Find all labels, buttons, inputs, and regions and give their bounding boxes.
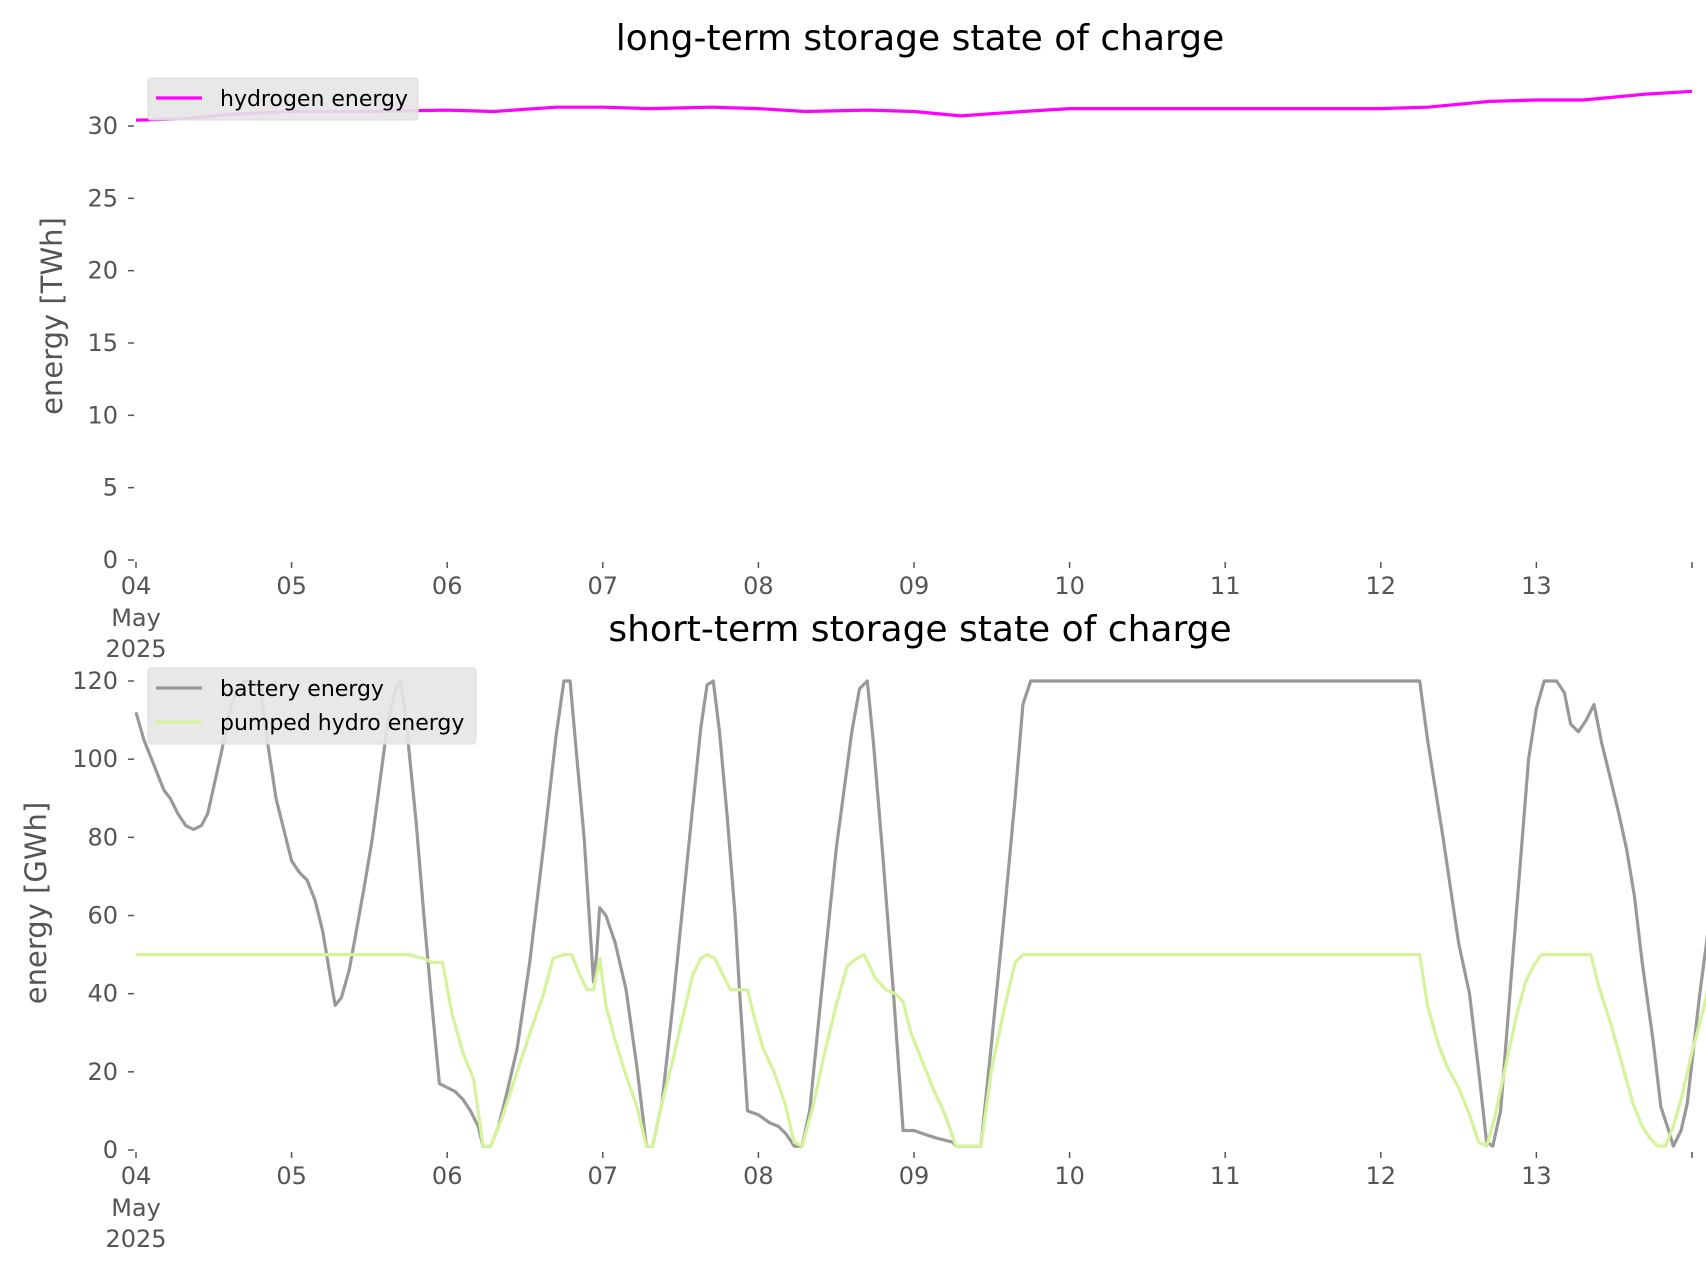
- y-tick-label: 60: [87, 902, 118, 930]
- chart-title: long-term storage state of charge: [616, 18, 1224, 59]
- y-tick-label: 25: [87, 184, 118, 212]
- x-tick-label: 10: [1054, 1162, 1085, 1190]
- x-tick-sublabel: May: [111, 1194, 161, 1222]
- y-tick-label: 80: [87, 823, 118, 851]
- x-tick-label: 11: [1210, 1162, 1241, 1190]
- x-tick-label: 04: [121, 572, 152, 600]
- x-tick-label: 06: [432, 572, 463, 600]
- short-term-storage-panel: short-term storage state of charge energ…: [19, 609, 1706, 1253]
- legend-label: pumped hydro energy: [220, 711, 464, 736]
- x-tick-label: 08: [743, 572, 774, 600]
- x-tick-label: 08: [743, 1162, 774, 1190]
- legend-label: hydrogen energy: [220, 87, 408, 112]
- y-axis-label: energy [TWh]: [35, 217, 69, 415]
- legend: battery energy pumped hydro energy: [147, 667, 477, 745]
- y-tick-label: 100: [72, 745, 118, 773]
- legend: hydrogen energy: [147, 77, 419, 121]
- x-tick-label: 05: [276, 572, 307, 600]
- y-tick-label: 0: [103, 546, 118, 574]
- series-line: [134, 679, 1706, 1148]
- y-tick-label: 20: [87, 1058, 118, 1086]
- long-term-storage-panel: long-term storage state of charge energy…: [35, 18, 1693, 663]
- y-tick-label: 0: [103, 1136, 118, 1164]
- x-tick-label: 07: [588, 1162, 619, 1190]
- y-tick-label: 15: [87, 329, 118, 357]
- chart-title: short-term storage state of charge: [608, 609, 1231, 650]
- x-tick-sublabel: May: [111, 604, 161, 632]
- x-tick-label: 06: [432, 1162, 463, 1190]
- y-axis-label: energy [GWh]: [19, 802, 53, 1004]
- x-tick-label: 12: [1366, 1162, 1397, 1190]
- x-tick-label: 11: [1210, 572, 1241, 600]
- plot-area: [134, 679, 1706, 1148]
- x-tick-sublabel: 2025: [105, 635, 166, 663]
- y-tick-label: 40: [87, 980, 118, 1008]
- axes-group: 0 20 40 60 80 100 120 04 05 06 07 08 09 10 11 12 13 May 20…: [72, 667, 1693, 1253]
- y-tick-label: 10: [87, 401, 118, 429]
- y-tick-label: 20: [87, 257, 118, 285]
- y-tick-label: 30: [87, 112, 118, 140]
- x-tick-label: 13: [1521, 1162, 1552, 1190]
- x-tick-label: 05: [276, 1162, 307, 1190]
- x-tick-label: 04: [121, 1162, 152, 1190]
- legend-label: battery energy: [220, 677, 384, 702]
- x-tick-label: 09: [899, 1162, 930, 1190]
- legend-box: [147, 77, 419, 121]
- x-tick-label: 09: [899, 572, 930, 600]
- x-tick-label: 12: [1366, 572, 1397, 600]
- x-tick-sublabel: 2025: [105, 1225, 166, 1253]
- legend-box: [147, 667, 477, 745]
- x-tick-label: 07: [588, 572, 619, 600]
- y-tick-label: 120: [72, 667, 118, 695]
- x-tick-label: 10: [1054, 572, 1085, 600]
- series-line: [136, 952, 1706, 1148]
- y-tick-label: 5: [103, 474, 118, 502]
- x-tick-label: 13: [1521, 572, 1552, 600]
